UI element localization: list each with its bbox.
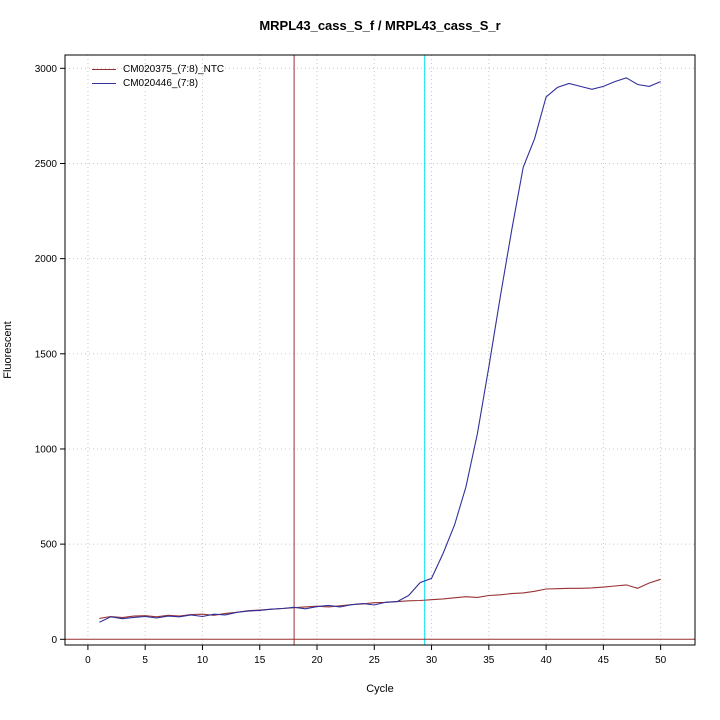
legend-item-sample: CM020446_(7:8): [92, 76, 224, 90]
svg-text:50: 50: [655, 655, 667, 666]
svg-text:40: 40: [541, 655, 553, 666]
svg-text:3000: 3000: [35, 64, 58, 75]
svg-text:1000: 1000: [35, 444, 58, 455]
svg-text:5: 5: [142, 655, 148, 666]
svg-text:2000: 2000: [35, 254, 58, 265]
svg-text:30: 30: [426, 655, 438, 666]
svg-text:10: 10: [197, 655, 209, 666]
svg-text:45: 45: [598, 655, 610, 666]
svg-text:35: 35: [483, 655, 495, 666]
legend-item-ntc: CM020375_(7:8)_NTC: [92, 62, 224, 76]
legend-label-ntc: CM020375_(7:8)_NTC: [123, 63, 225, 75]
svg-text:0: 0: [51, 635, 57, 646]
svg-text:20: 20: [311, 655, 323, 666]
chart-title: MRPL43_cass_S_f / MRPL43_cass_S_r: [259, 18, 501, 33]
x-axis-label: Cycle: [366, 683, 394, 695]
svg-text:25: 25: [369, 655, 381, 666]
legend-line-red: [92, 68, 116, 70]
svg-text:15: 15: [254, 655, 266, 666]
legend: CM020375_(7:8)_NTC CM020446_(7:8): [92, 62, 224, 90]
svg-text:1500: 1500: [35, 349, 58, 360]
legend-label-sample: CM020446_(7:8): [123, 77, 199, 89]
svg-text:0: 0: [85, 655, 91, 666]
svg-text:2500: 2500: [35, 159, 58, 170]
svg-text:500: 500: [40, 540, 57, 551]
legend-line-blue: [92, 82, 116, 84]
